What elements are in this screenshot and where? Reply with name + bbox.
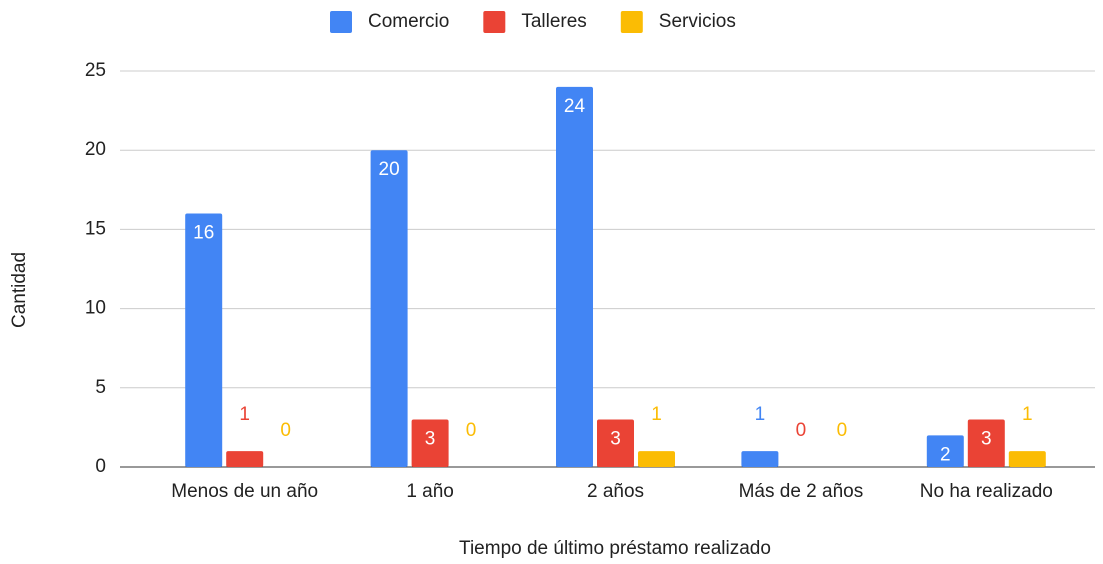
x-tick-label: No ha realizado: [920, 481, 1053, 502]
bar: [556, 86, 593, 467]
data-label: 1: [755, 404, 766, 425]
legend-swatch: [330, 11, 352, 33]
data-label: 1: [1022, 404, 1033, 425]
legend-label: Talleres: [521, 11, 586, 32]
x-tick-label: 1 año: [406, 481, 454, 502]
data-label: 0: [280, 420, 291, 441]
legend-label: Comercio: [368, 11, 449, 32]
data-label: 3: [610, 428, 621, 449]
bar: [741, 451, 779, 467]
data-label: 0: [796, 420, 807, 441]
data-label: 1: [651, 404, 662, 425]
bar: [185, 213, 223, 467]
data-label: 3: [981, 428, 992, 449]
data-label: 1: [239, 404, 250, 425]
bar: [597, 419, 634, 467]
data-label: 24: [564, 96, 586, 117]
data-label: 0: [466, 420, 477, 441]
y-tick-label: 25: [85, 60, 106, 81]
y-tick-label: 10: [85, 298, 106, 319]
x-axis-title: Tiempo de último préstamo realizado: [459, 538, 771, 559]
y-tick-label: 0: [95, 456, 106, 477]
bar: [226, 451, 264, 467]
y-tick-label: 20: [85, 139, 106, 160]
bar: [967, 419, 1005, 467]
legend-label: Servicios: [659, 11, 736, 32]
data-label: 3: [425, 428, 436, 449]
legend-swatch: [483, 11, 506, 33]
y-axis-title: Cantidad: [9, 252, 30, 328]
legend-swatch: [620, 11, 643, 33]
data-label: 16: [193, 223, 214, 244]
y-tick-label: 5: [95, 377, 106, 398]
x-tick-label: Más de 2 años: [739, 481, 864, 502]
data-label: 20: [379, 159, 400, 180]
bar: [411, 419, 449, 467]
x-tick-label: 2 años: [587, 481, 644, 502]
bar: [638, 451, 675, 467]
x-tick-label: Menos de un año: [171, 481, 318, 502]
y-tick-label: 15: [85, 218, 106, 239]
bar: [370, 150, 408, 467]
data-label: 0: [837, 420, 848, 441]
data-label: 2: [940, 444, 951, 465]
bar: [1008, 451, 1046, 467]
bar: [926, 435, 964, 467]
